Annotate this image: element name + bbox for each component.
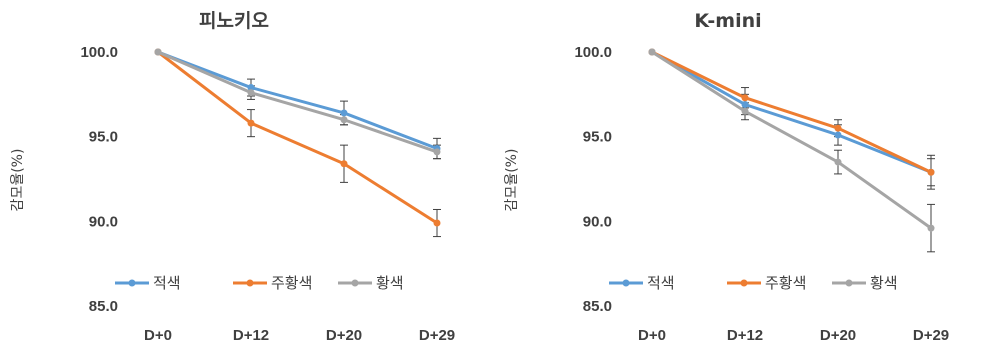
data-point — [834, 124, 842, 132]
chart-title: 피노키오 — [199, 10, 269, 32]
legend-label: 황색 — [870, 274, 898, 292]
data-point — [247, 119, 255, 127]
data-point — [247, 89, 255, 97]
data-point — [834, 131, 842, 139]
data-point — [741, 107, 749, 115]
data-point — [741, 94, 749, 102]
legend-label: 적색 — [153, 274, 181, 292]
y-tick-label: 95.0 — [89, 129, 118, 146]
y-axis-label: 감모율(%) — [10, 149, 26, 212]
x-tick-label: D+12 — [727, 327, 763, 343]
data-point — [340, 116, 348, 124]
legend-marker — [128, 279, 136, 287]
data-point — [927, 224, 935, 232]
x-tick-label: D+20 — [820, 327, 856, 343]
y-tick-label: 95.0 — [583, 129, 612, 146]
legend-label: 주황색 — [271, 274, 312, 292]
y-tick-label: 85.0 — [89, 298, 118, 315]
x-tick-label: D+0 — [638, 327, 666, 343]
legend-marker — [246, 279, 254, 287]
legend-label: 주황색 — [765, 274, 806, 292]
series-line-1 — [157, 50, 438, 225]
x-tick-label: D+0 — [144, 327, 172, 343]
legend-marker — [740, 279, 748, 287]
y-tick-label: 90.0 — [583, 213, 612, 230]
y-tick-label: 100.0 — [574, 44, 612, 61]
x-tick-label: D+20 — [326, 327, 362, 343]
y-tick-label: 100.0 — [80, 44, 118, 61]
series-line-1 — [651, 50, 932, 174]
legend-marker — [622, 279, 630, 287]
x-tick-label: D+12 — [233, 327, 269, 343]
data-point — [433, 219, 441, 227]
data-point — [154, 48, 162, 56]
series-line-2 — [157, 50, 438, 154]
x-tick-label: D+29 — [913, 327, 949, 343]
series-line-0 — [651, 50, 932, 174]
data-point — [834, 158, 842, 166]
series-line-0 — [157, 50, 438, 150]
data-point — [927, 168, 935, 176]
data-point — [340, 109, 348, 117]
series-line-2 — [651, 50, 932, 230]
y-tick-label: 90.0 — [89, 213, 118, 230]
chart-k-mini: K-mini 감모율(%) 85.0 90.0 95.0 100.0 D+0 D+12 D+20… — [504, 10, 949, 343]
data-point — [433, 148, 441, 156]
legend-marker — [845, 279, 853, 287]
legend-label: 황색 — [376, 274, 404, 292]
data-point — [247, 84, 255, 92]
legend-label: 적색 — [647, 274, 675, 292]
data-point — [741, 100, 749, 108]
legend-marker — [351, 279, 359, 287]
y-axis-label: 감모율(%) — [504, 149, 520, 212]
y-tick-label: 85.0 — [583, 298, 612, 315]
x-tick-label: D+29 — [419, 327, 455, 343]
chart-title: K-mini — [694, 10, 761, 32]
data-point — [340, 160, 348, 168]
data-point — [648, 48, 656, 56]
